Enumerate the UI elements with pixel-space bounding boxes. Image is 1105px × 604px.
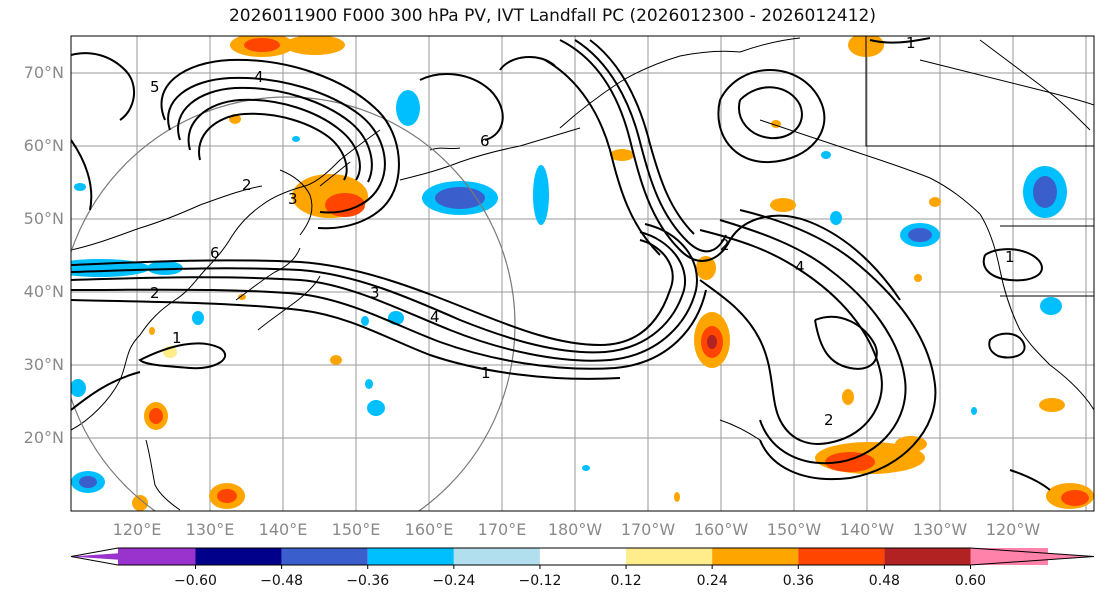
contour-label: 2	[824, 411, 834, 429]
colorbar-swatch	[367, 548, 454, 565]
contour-label: 3	[288, 190, 298, 208]
colorbar-tick-label: −0.36	[346, 573, 389, 589]
lon-label: 140°E	[259, 520, 308, 539]
coastlines	[71, 36, 1094, 511]
colorbar-tick-label: 0.36	[783, 573, 814, 589]
colorbar-swatch	[884, 548, 971, 565]
colorbar-tick-label: 0.24	[697, 573, 728, 589]
lon-label: 170°E	[478, 520, 527, 539]
lon-label: 160°E	[405, 520, 454, 539]
colorbar-swatch	[539, 548, 627, 565]
contour-label: 4	[430, 308, 440, 326]
colorbar-tick-label: −0.48	[260, 573, 303, 589]
contour-label: 1	[906, 34, 916, 52]
colorbar-tick-label: 0.60	[955, 573, 986, 589]
latitude-axis: 20°N 30°N 40°N 50°N 60°N 70°N	[24, 63, 64, 447]
radius-circle	[71, 96, 516, 511]
ivt-contours	[71, 37, 1051, 491]
colorbar-swatch	[798, 548, 885, 565]
colorbar-tick-label: −0.12	[518, 573, 561, 589]
colorbar-swatch	[195, 548, 282, 565]
longitude-axis: 120°E 130°E 140°E 150°E 160°E 170°E 180°W 170°W…	[113, 520, 1041, 539]
colorbar-tick-label: 0.48	[869, 573, 900, 589]
colorbar-swatch	[626, 548, 713, 565]
colorbar-tick-label: 0.12	[610, 573, 641, 589]
contour-label: 6	[210, 244, 220, 262]
contour-label: 4	[795, 258, 805, 276]
colorbar-swatch	[712, 548, 799, 565]
lat-label: 20°N	[24, 428, 64, 447]
colorbar-swatch	[118, 548, 196, 565]
contour-label: 2	[242, 176, 252, 194]
colorbar-outline	[70, 547, 1095, 566]
graticule	[71, 36, 1094, 511]
lon-label: 130°W	[913, 520, 968, 539]
lat-label: 40°N	[24, 282, 64, 301]
map-panel	[71, 36, 1094, 511]
contour-label: 1	[1005, 248, 1015, 266]
contour-label: 2	[720, 236, 730, 254]
lon-label: 170°W	[621, 520, 676, 539]
lat-label: 70°N	[24, 63, 64, 82]
lon-label: 120°E	[113, 520, 162, 539]
lon-label: 130°E	[186, 520, 235, 539]
lon-label: 150°E	[332, 520, 381, 539]
lat-label: 50°N	[24, 209, 64, 228]
lon-label: 160°W	[694, 520, 749, 539]
contour-label: 5	[150, 78, 160, 96]
contour-label: 2	[150, 284, 160, 302]
lon-label: 120°W	[986, 520, 1041, 539]
lat-label: 30°N	[24, 355, 64, 374]
map-title: 2026011900 F000 300 hPa PV, IVT Landfall…	[228, 6, 876, 26]
lon-label: 150°W	[767, 520, 822, 539]
contour-label: 4	[254, 68, 264, 86]
contour-label: 6	[480, 132, 490, 150]
contour-label: 3	[370, 284, 380, 302]
colorbar: −0.60 −0.48 −0.36 −0.24 −0.12 0.12 0.24 0.36 0.4…	[70, 547, 1095, 589]
contour-label: 1	[172, 329, 182, 347]
colorbar-tick-label: −0.24	[432, 573, 475, 589]
contour-label-group: 1 2 3 4 5 6 1 2 3 4 1 2 6 4 1 2	[150, 34, 1015, 429]
lon-label: 180°W	[548, 520, 603, 539]
pv-anomaly-shading	[71, 36, 1094, 511]
lat-label: 60°N	[24, 136, 64, 155]
colorbar-extension-high	[970, 548, 1094, 565]
colorbar-swatch	[281, 548, 368, 565]
contour-label: 1	[481, 364, 491, 382]
map-frame	[70, 35, 1095, 512]
lon-label: 140°W	[840, 520, 895, 539]
colorbar-tick-label: −0.60	[174, 573, 217, 589]
colorbar-swatch	[453, 548, 540, 565]
